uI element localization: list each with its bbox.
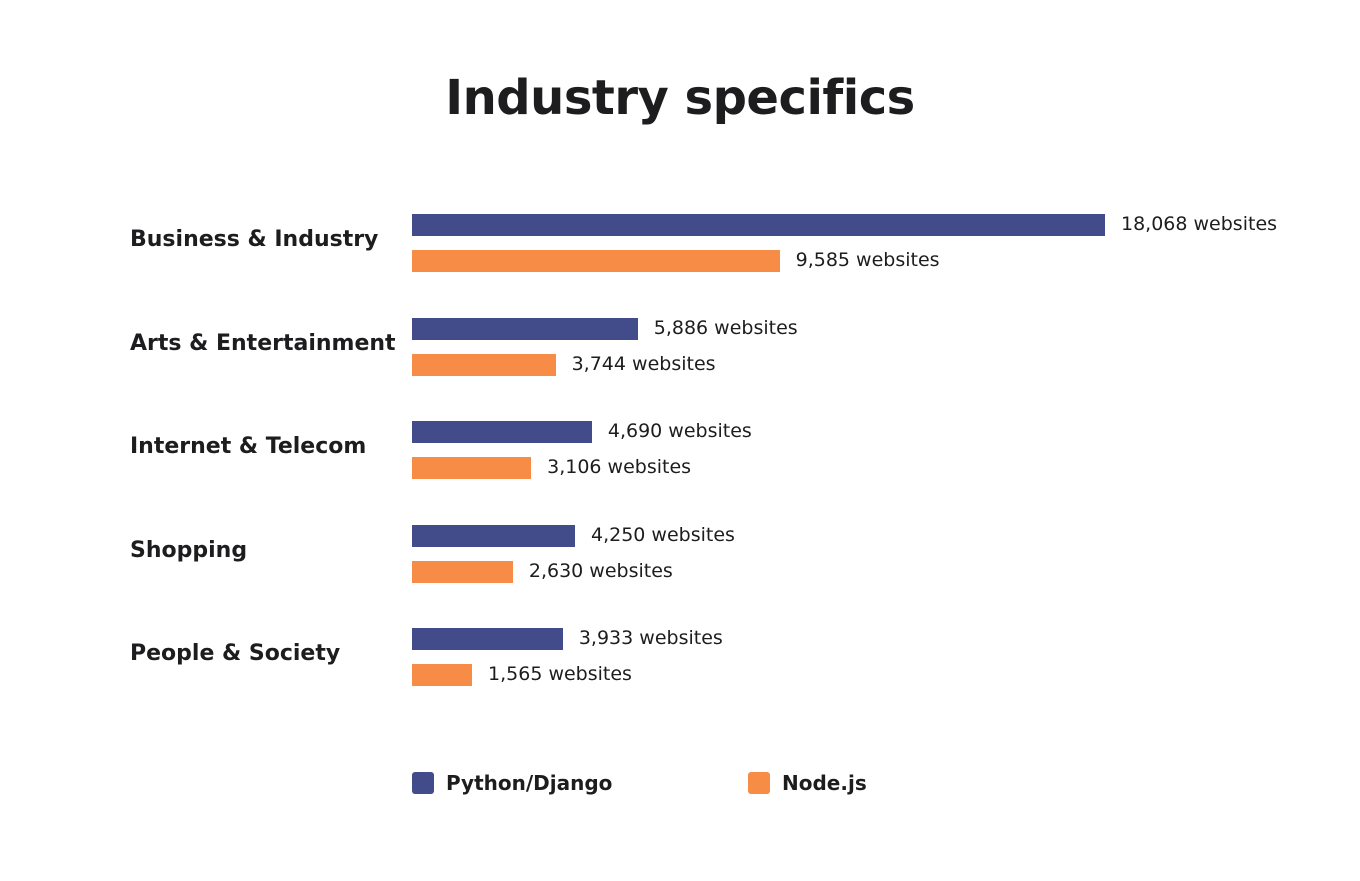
legend-swatch — [748, 772, 770, 794]
category-label: Arts & Entertainment — [130, 330, 396, 356]
data-label: 3,933 websites — [578, 627, 723, 649]
category-label: Internet & Telecom — [130, 434, 367, 459]
bar-nodejs — [412, 457, 532, 479]
data-label: 3,744 websites — [571, 352, 716, 375]
bar-python-django — [412, 524, 575, 547]
data-label: 4,690 websites — [607, 420, 752, 442]
data-label: 1,565 websites — [488, 663, 632, 685]
bar-nodejs — [412, 664, 473, 686]
data-label: 3,106 websites — [547, 456, 692, 478]
bar-python-django — [412, 317, 638, 340]
data-label: 5,886 websites — [653, 316, 798, 339]
bar-python-django — [412, 421, 592, 443]
chart-title: Industry specifics — [445, 70, 915, 126]
legend-item: Python/Django — [412, 771, 612, 795]
legend-swatch — [412, 772, 434, 794]
bar-nodejs — [412, 353, 556, 376]
bar-python-django — [412, 628, 563, 650]
legend-item: Node.js — [748, 771, 867, 795]
category-label: Shopping — [130, 537, 248, 563]
bar-python-django — [412, 214, 1105, 236]
bar-nodejs — [412, 250, 780, 272]
bar-nodejs — [412, 560, 513, 583]
data-label: 18,068 websites — [1121, 213, 1278, 235]
data-label: 2,630 websites — [528, 559, 673, 582]
category-label: Business & Industry — [130, 227, 379, 252]
data-label: 9,585 websites — [795, 249, 940, 271]
category-label: People & Society — [130, 641, 341, 666]
data-label: 4,250 websites — [591, 523, 735, 546]
legend-label: Python/Django — [446, 771, 613, 795]
legend-label: Node.js — [782, 771, 867, 795]
